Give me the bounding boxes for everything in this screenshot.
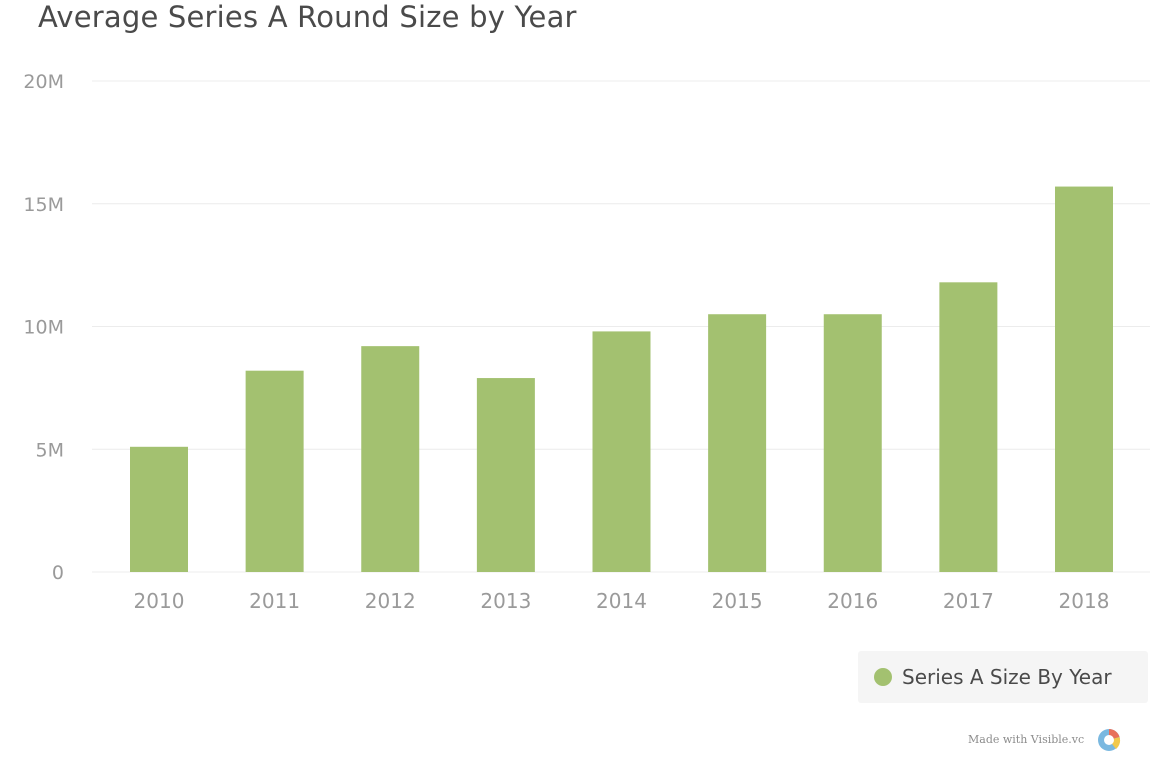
x-tick-label: 2018	[1059, 589, 1110, 613]
y-tick-label: 20M	[23, 71, 64, 93]
x-tick-label: 2013	[480, 589, 531, 613]
credit[interactable]: Made with Visible.vc	[968, 724, 1124, 754]
legend-label: Series A Size By Year	[902, 665, 1112, 689]
y-tick-label: 0	[52, 562, 64, 584]
y-tick-label: 10M	[23, 317, 64, 339]
x-tick-label: 2012	[365, 589, 416, 613]
bar-chart: 0 5M 10M 15M 20M 2010 2011 2012 2013 2014 2015 2016…	[23, 71, 1150, 613]
x-tick-label: 2014	[596, 589, 647, 613]
visible-logo-icon	[1098, 729, 1121, 751]
bar-2010[interactable]	[130, 446, 188, 572]
y-tick-label: 5M	[36, 439, 64, 461]
chart-legend[interactable]: Series A Size By Year	[858, 651, 1148, 703]
credit-text: Made with Visible.vc	[968, 732, 1085, 746]
bar-2011[interactable]	[245, 370, 304, 572]
legend-swatch	[874, 668, 892, 686]
x-tick-label: 2011	[249, 589, 300, 613]
x-tick-label: 2016	[827, 589, 878, 613]
chart-title: Average Series A Round Size by Year	[38, 0, 577, 34]
bar-2016[interactable]	[823, 314, 882, 572]
x-tick-label: 2017	[943, 589, 994, 613]
x-tick-label: 2015	[712, 589, 763, 613]
bar-2014[interactable]	[592, 331, 651, 572]
bar-2012[interactable]	[361, 346, 420, 572]
y-tick-label: 15M	[23, 194, 64, 216]
bar-2013[interactable]	[476, 378, 535, 572]
bar-2017[interactable]	[939, 282, 998, 572]
bar-2015[interactable]	[708, 314, 767, 572]
x-tick-label: 2010	[134, 589, 185, 613]
bar-2018[interactable]	[1055, 186, 1113, 572]
